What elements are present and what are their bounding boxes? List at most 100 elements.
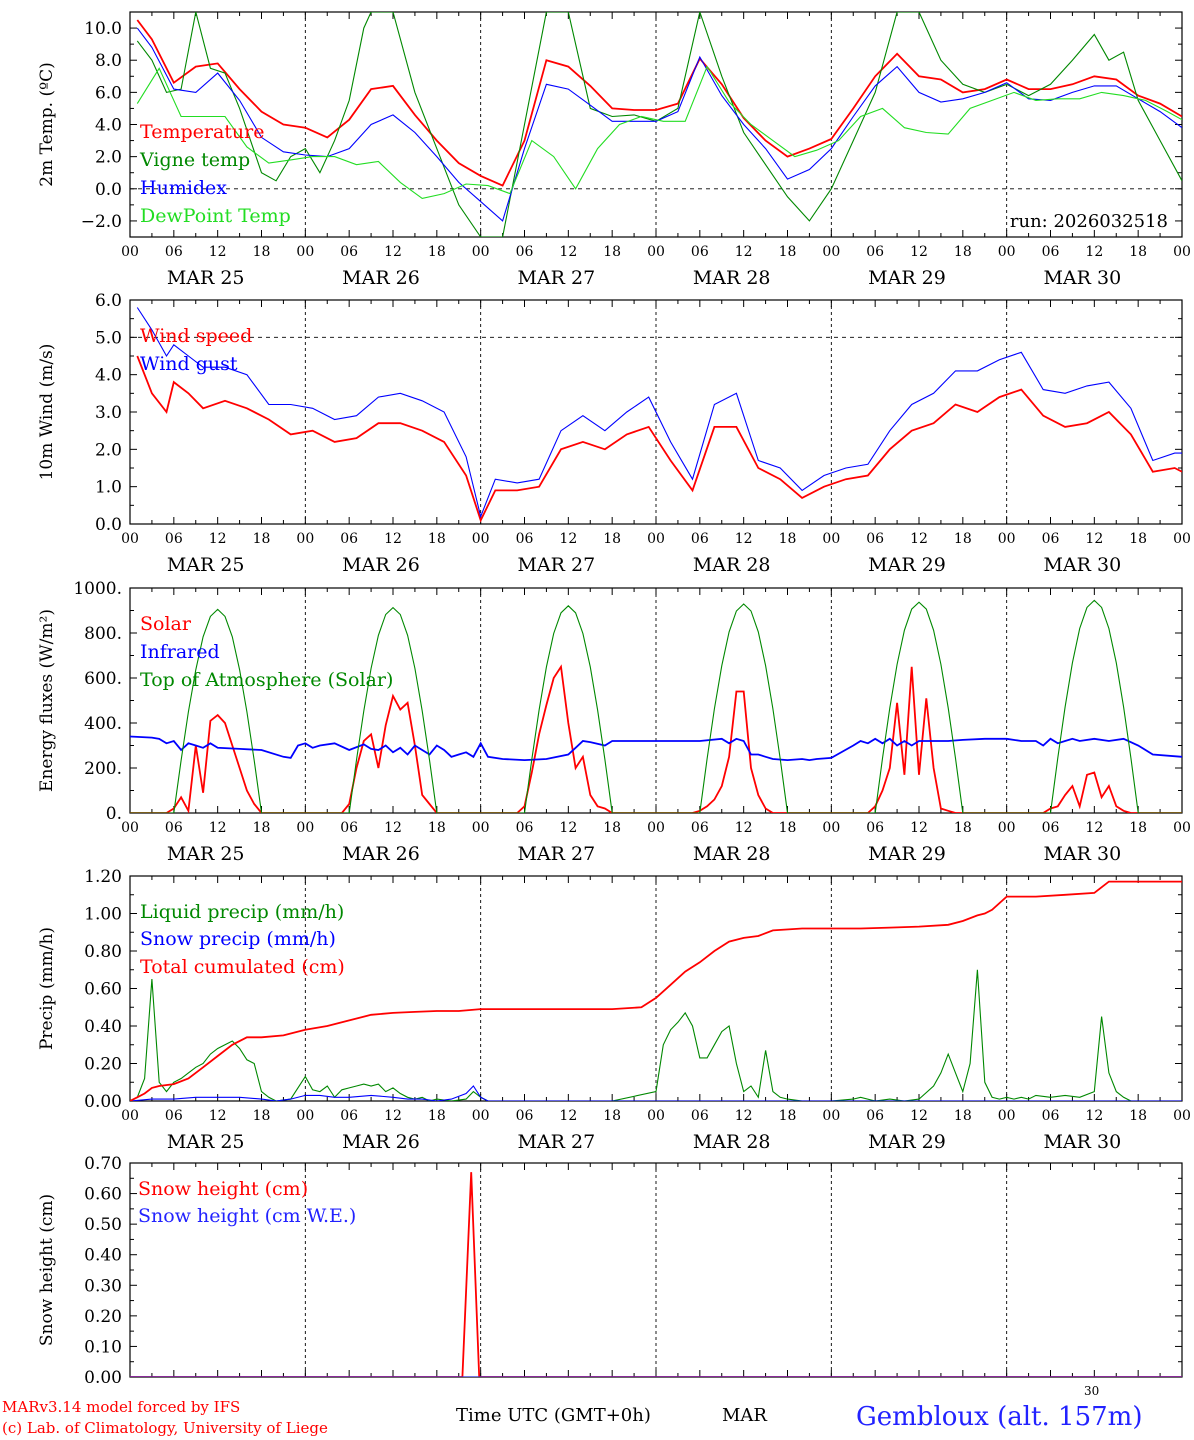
y-tick-label: 0.50 bbox=[84, 1215, 122, 1235]
x-tick-label: 12 bbox=[384, 820, 402, 836]
y-tick-label: 4.0 bbox=[95, 366, 122, 386]
day-label: MAR 29 bbox=[868, 267, 946, 289]
day-label: MAR 30 bbox=[1043, 267, 1121, 289]
x-tick-label: 18 bbox=[954, 244, 972, 260]
legend-entry: Liquid precip (mm/h) bbox=[140, 901, 344, 923]
x-tick-label: 00 bbox=[121, 820, 139, 836]
y-tick-label: 4.0 bbox=[95, 116, 122, 136]
x-tick-label: 00 bbox=[296, 244, 314, 260]
x-tick-label: 06 bbox=[691, 531, 709, 547]
x-tick-label: 12 bbox=[559, 244, 577, 260]
day-label: MAR 27 bbox=[517, 554, 595, 576]
panel-precip: 00 06 12 18 00 06 12 18 00 06 12 18 00 06 12 18 00 06 12 18… bbox=[37, 867, 1191, 1153]
x-tick-label: 12 bbox=[559, 531, 577, 547]
day-label: MAR 30 bbox=[1043, 1131, 1121, 1153]
series-line-infrared bbox=[130, 735, 1182, 762]
x-tick-label: 00 bbox=[998, 1108, 1016, 1124]
x-tick-label: 00 bbox=[647, 820, 665, 836]
x-tick-label: 00 bbox=[822, 1108, 840, 1124]
x-tick-label: 18 bbox=[954, 820, 972, 836]
x-tick-label: 18 bbox=[954, 531, 972, 547]
x-tick-label: 06 bbox=[866, 1108, 884, 1124]
x-tick-label: 06 bbox=[866, 820, 884, 836]
legend-entry: Snow height (cm) bbox=[138, 1178, 308, 1200]
x-tick-label: 18 bbox=[779, 820, 797, 836]
legend-entry: Humidex bbox=[140, 177, 227, 199]
series-line-dewpoint-temp bbox=[136, 65, 1182, 199]
x-tick-label: 00 bbox=[822, 531, 840, 547]
x-tick-label: 18 bbox=[428, 1108, 446, 1124]
x-tick-label: 18 bbox=[603, 820, 621, 836]
x-tick-label: 12 bbox=[209, 531, 227, 547]
x-tick-label: 00 bbox=[647, 531, 665, 547]
day-label: MAR 27 bbox=[517, 843, 595, 865]
y-tick-label: 6.0 bbox=[95, 83, 122, 103]
legend-entry: Snow height (cm W.E.) bbox=[138, 1205, 356, 1227]
x-tick-label: 00 bbox=[1173, 531, 1191, 547]
x-tick-label: 06 bbox=[165, 244, 183, 260]
x-tick-label: 12 bbox=[1085, 1108, 1103, 1124]
x-tick-label: 06 bbox=[866, 244, 884, 260]
x-tick-label: 18 bbox=[603, 531, 621, 547]
day-label: MAR 29 bbox=[868, 1131, 946, 1153]
legend-entry: Snow precip (mm/h) bbox=[140, 928, 336, 950]
day-label: MAR 27 bbox=[517, 1131, 595, 1153]
day-label: MAR 25 bbox=[167, 843, 245, 865]
copyright-credit: (c) Lab. of Climatology, University of L… bbox=[2, 1419, 328, 1437]
y-tick-label: 1.00 bbox=[84, 905, 122, 925]
x-tick-label: 06 bbox=[1042, 820, 1060, 836]
x-tick-label: 06 bbox=[691, 244, 709, 260]
day-label: MAR 25 bbox=[167, 267, 245, 289]
x-tick-label: 18 bbox=[954, 1108, 972, 1124]
y-tick-label: 2.0 bbox=[95, 440, 122, 460]
x-tick-label: 18 bbox=[1129, 244, 1147, 260]
x-tick-label: 00 bbox=[1173, 1108, 1191, 1124]
x-tick-label: 00 bbox=[296, 1108, 314, 1124]
y-tick-label: 200. bbox=[84, 759, 122, 779]
x-tick-label: 18 bbox=[428, 244, 446, 260]
day-label: MAR 28 bbox=[693, 267, 771, 289]
y-tick-label: 0.40 bbox=[84, 1246, 122, 1266]
y-axis-label: Precip (mm/h) bbox=[37, 927, 57, 1050]
legend-entry: Total cumulated (cm) bbox=[140, 956, 345, 978]
y-tick-label: 0.00 bbox=[84, 1092, 122, 1112]
y-tick-label: 400. bbox=[84, 714, 122, 734]
x-tick-label: 12 bbox=[209, 1108, 227, 1124]
x-tick-label: 12 bbox=[735, 1108, 753, 1124]
day-label: MAR 27 bbox=[517, 267, 595, 289]
y-tick-label: 0.30 bbox=[84, 1276, 122, 1296]
y-tick-label: 0.60 bbox=[84, 980, 122, 1000]
y-tick-label: 10.0 bbox=[84, 19, 122, 39]
x-tick-label: 18 bbox=[603, 244, 621, 260]
y-tick-label: 6.0 bbox=[95, 291, 122, 311]
x-tick-label: 12 bbox=[384, 244, 402, 260]
series-line-snow-precip-mm-h- bbox=[130, 1085, 1182, 1101]
y-tick-label: −2.0 bbox=[81, 212, 122, 232]
x-tick-label: 06 bbox=[691, 820, 709, 836]
y-axis-label: Snow height (cm) bbox=[37, 1194, 57, 1346]
day-label: MAR 26 bbox=[342, 267, 420, 289]
x-tick-label: 12 bbox=[559, 1108, 577, 1124]
panel-snow-height: 0.00 0.10 0.20 0.30 0.40 0.50 0.60 0.70 Snow hei… bbox=[37, 1154, 1183, 1388]
y-tick-label: 0.00 bbox=[84, 1368, 122, 1388]
x-tick-label: 18 bbox=[1129, 1108, 1147, 1124]
panel-energy-fluxes: 00 06 12 18 00 06 12 18 00 06 12 18 00 06 12 18 00 06 12 18… bbox=[37, 579, 1191, 865]
x-tick-label: 06 bbox=[340, 531, 358, 547]
x-tick-label: 00 bbox=[822, 244, 840, 260]
x-tick-label: 18 bbox=[603, 1108, 621, 1124]
series-line-vigne-temp bbox=[136, 12, 1182, 237]
x-tick-label: 18 bbox=[253, 820, 271, 836]
day-label: MAR 28 bbox=[693, 1131, 771, 1153]
x-tick-label: 06 bbox=[516, 820, 534, 836]
day-label: MAR 28 bbox=[693, 554, 771, 576]
legend-entry: DewPoint Temp bbox=[140, 205, 291, 227]
x-tick-label: 00 bbox=[472, 244, 490, 260]
x-tick-label: 00 bbox=[121, 531, 139, 547]
legend-entry: Top of Atmosphere (Solar) bbox=[140, 669, 393, 691]
panel-10m-wind: 00 06 12 18 00 06 12 18 00 06 12 18 00 06 12 18 00 06 12 18… bbox=[37, 291, 1191, 576]
x-tick-label: 12 bbox=[209, 244, 227, 260]
y-tick-label: 0.20 bbox=[84, 1307, 122, 1327]
x-tick-label: 18 bbox=[779, 531, 797, 547]
y-tick-label: 0.0 bbox=[95, 515, 122, 535]
y-tick-label: 3.0 bbox=[95, 403, 122, 423]
